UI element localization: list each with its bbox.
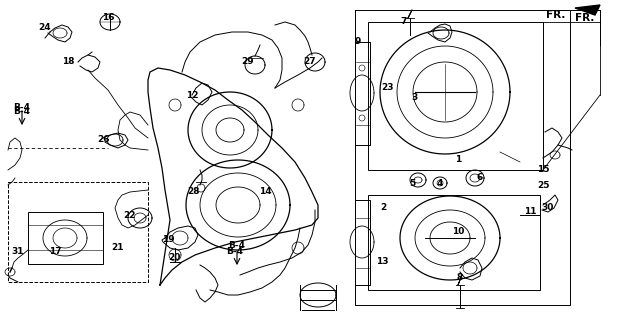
Text: 16: 16 xyxy=(102,13,114,22)
Text: 8: 8 xyxy=(457,274,463,283)
Text: 15: 15 xyxy=(537,165,549,174)
Text: 29: 29 xyxy=(242,58,254,67)
Text: 5: 5 xyxy=(409,180,415,188)
Text: B-4: B-4 xyxy=(13,108,30,116)
Text: 3: 3 xyxy=(412,93,418,102)
Text: B-4: B-4 xyxy=(13,103,30,113)
Text: 17: 17 xyxy=(49,247,61,257)
Text: 7: 7 xyxy=(401,18,407,27)
Text: 18: 18 xyxy=(62,58,74,67)
Text: FR.: FR. xyxy=(546,10,566,20)
Text: 22: 22 xyxy=(123,211,136,220)
Text: 28: 28 xyxy=(187,188,199,196)
Text: 9: 9 xyxy=(355,37,361,46)
Text: 14: 14 xyxy=(259,188,272,196)
Text: B-4: B-4 xyxy=(229,241,246,250)
Text: 12: 12 xyxy=(185,91,198,100)
Text: 25: 25 xyxy=(537,180,549,189)
Text: FR.: FR. xyxy=(575,13,594,23)
Text: 13: 13 xyxy=(376,258,388,267)
Text: 21: 21 xyxy=(112,244,124,252)
Text: 11: 11 xyxy=(523,207,536,217)
Text: 19: 19 xyxy=(161,236,174,244)
Bar xyxy=(8,182,148,282)
Bar xyxy=(368,22,543,170)
Text: 30: 30 xyxy=(542,204,554,212)
Text: 23: 23 xyxy=(381,84,393,92)
Text: B-4: B-4 xyxy=(227,247,244,257)
Text: 24: 24 xyxy=(39,23,51,33)
Text: 1: 1 xyxy=(455,156,461,164)
Text: 10: 10 xyxy=(452,228,464,236)
Text: 4: 4 xyxy=(437,180,443,188)
Bar xyxy=(368,195,540,290)
Text: 20: 20 xyxy=(168,253,180,262)
Text: 6: 6 xyxy=(477,173,483,182)
Text: 26: 26 xyxy=(97,135,110,145)
Bar xyxy=(28,212,103,264)
Text: 2: 2 xyxy=(380,204,386,212)
Polygon shape xyxy=(575,5,600,15)
Text: 31: 31 xyxy=(12,247,24,257)
Text: 27: 27 xyxy=(304,58,316,67)
